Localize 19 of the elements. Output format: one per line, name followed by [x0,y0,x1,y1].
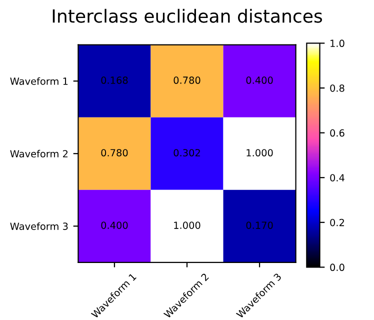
data-label: 0.400 [101,222,128,229]
data-label: 0.302 [174,149,200,156]
chart-title: Interclass euclidean distances [52,8,322,23]
y-tick-label: Waveform 2 [10,150,68,158]
data-label: 0.170 [246,222,273,229]
color-bar-label: 0.0 [330,264,344,272]
data-label: 0.780 [101,149,128,156]
data-label: 1.000 [174,222,200,229]
color-bar-label: 0.2 [330,218,344,226]
y-tick-label: Waveform 3 [10,222,68,230]
data-label: 0.168 [101,76,128,84]
data-label: 0.400 [246,76,273,84]
data-label: 0.780 [174,76,200,84]
color-bar-label: 1.0 [330,40,344,48]
data-label: 1.000 [246,149,273,156]
color-bar-label: 0.6 [330,129,344,137]
color-bar-label: 0.4 [330,174,344,182]
color-bar-label: 0.8 [330,84,344,92]
y-tick-label: Waveform 1 [10,77,68,85]
